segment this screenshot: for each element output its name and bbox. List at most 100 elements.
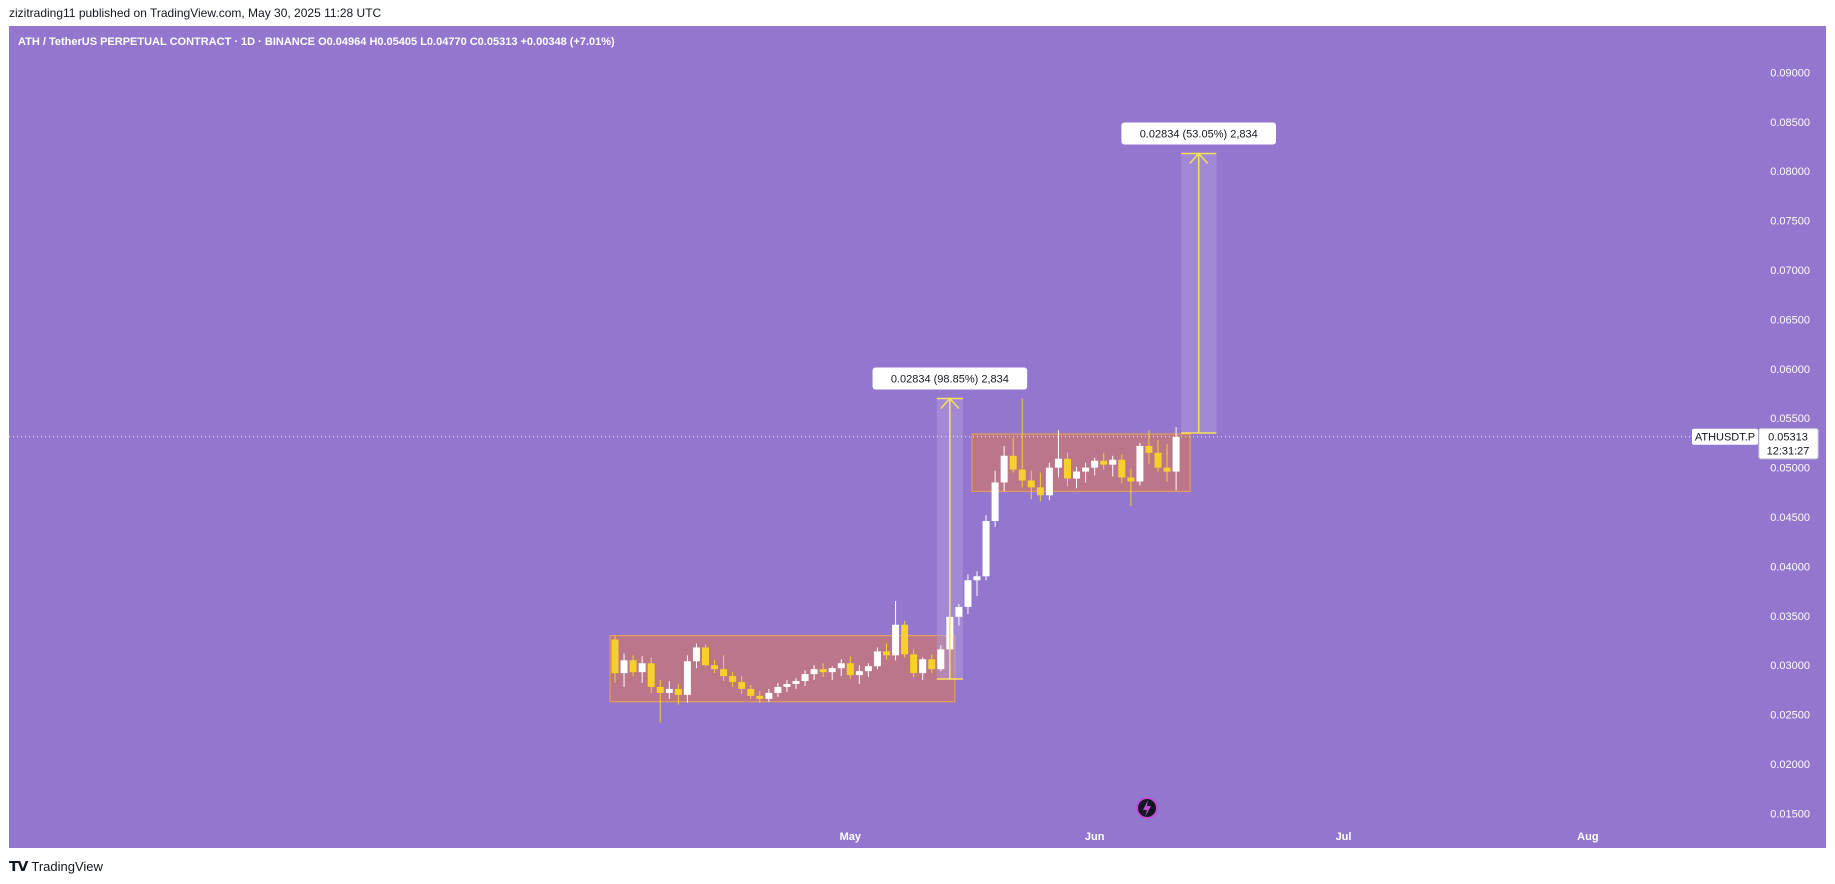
y-tick-label: 0.06500 bbox=[1770, 314, 1810, 326]
candles bbox=[611, 398, 1180, 723]
candle-body bbox=[1073, 471, 1081, 479]
candle-body bbox=[801, 674, 809, 682]
y-tick-label: 0.09000 bbox=[1770, 67, 1810, 79]
y-tick-label: 0.02000 bbox=[1770, 759, 1810, 771]
footer-brand[interactable]: TradingView bbox=[31, 859, 103, 874]
candle-body bbox=[1163, 467, 1171, 472]
y-tick-label: 0.02500 bbox=[1770, 710, 1810, 722]
candle-body bbox=[1127, 477, 1135, 482]
candle-body bbox=[792, 681, 800, 684]
candle-body bbox=[1009, 455, 1017, 470]
candle-body bbox=[864, 666, 872, 672]
tradingview-logo-icon: 𝗧𝗩 bbox=[9, 858, 28, 874]
candle-body bbox=[674, 688, 682, 695]
measure-fills bbox=[936, 153, 1217, 680]
candle-body bbox=[1100, 460, 1108, 465]
range-zone bbox=[971, 433, 1191, 492]
measure-label-box bbox=[1121, 122, 1277, 145]
x-tick-label: Jul bbox=[1336, 831, 1352, 843]
y-tick-label: 0.01500 bbox=[1770, 808, 1810, 820]
candle-body bbox=[1064, 458, 1071, 479]
candle-body bbox=[720, 669, 728, 677]
y-tick-label: 0.05500 bbox=[1770, 413, 1810, 425]
candle-body bbox=[638, 663, 646, 673]
time-axis: May Jun Jul Aug bbox=[840, 831, 1599, 843]
y-tick-label: 0.05000 bbox=[1770, 463, 1810, 475]
candle-body bbox=[1091, 460, 1099, 468]
candle-body bbox=[955, 606, 963, 617]
y-tick-label: 0.08500 bbox=[1770, 117, 1810, 129]
measure-label-box bbox=[872, 367, 1028, 390]
measure-label: 0.02834 (98.85%) 2,834 bbox=[891, 373, 1009, 385]
symbol-badge bbox=[1692, 428, 1758, 445]
candle-body bbox=[964, 580, 972, 607]
candle-body bbox=[1109, 459, 1117, 465]
candle-body bbox=[892, 624, 900, 656]
publisher-line: zizitrading11 published on TradingView.c… bbox=[9, 6, 382, 20]
candle-body bbox=[683, 661, 691, 695]
chart-overlays: ATHUSDT.P 0.05313 12:31:27 bbox=[9, 428, 1819, 819]
candle-body bbox=[873, 651, 881, 667]
candle-body bbox=[1036, 487, 1044, 496]
lightning-icon-bolt bbox=[1143, 800, 1151, 817]
candle-body bbox=[937, 649, 945, 670]
symbol-badge-label: ATHUSDT.P bbox=[1695, 432, 1755, 444]
candle-body bbox=[991, 482, 999, 521]
candle-body bbox=[729, 676, 737, 683]
candle-body bbox=[1145, 445, 1153, 453]
measure-arrow-head bbox=[940, 397, 960, 409]
candle-body bbox=[611, 639, 619, 674]
y-tick-label: 0.03500 bbox=[1770, 611, 1810, 623]
measure-arrow-head bbox=[1189, 152, 1209, 164]
candle-body bbox=[620, 660, 628, 674]
candle-body bbox=[1045, 467, 1053, 496]
candle-body bbox=[1000, 455, 1008, 483]
last-price-badge bbox=[1758, 428, 1819, 460]
candle-body bbox=[982, 520, 990, 577]
candle-body bbox=[855, 671, 863, 676]
y-tick-label: 0.07500 bbox=[1770, 216, 1810, 228]
symbol-legend: ATH / TetherUS PERPETUAL CONTRACT · 1D ·… bbox=[18, 36, 615, 48]
candle-body bbox=[665, 688, 673, 693]
range-zones bbox=[609, 433, 1191, 703]
candle-body bbox=[1027, 480, 1035, 488]
candle-body bbox=[774, 686, 782, 693]
candle-body bbox=[1118, 459, 1126, 478]
x-tick-label: Aug bbox=[1577, 831, 1598, 843]
x-tick-label: Jun bbox=[1085, 831, 1105, 843]
candle-body bbox=[837, 663, 845, 669]
last-price-label: 0.05313 bbox=[1768, 432, 1808, 444]
y-tick-label: 0.04000 bbox=[1770, 561, 1810, 573]
candle-body bbox=[928, 659, 936, 670]
candle-body bbox=[810, 669, 818, 675]
candle-body bbox=[765, 692, 773, 699]
candle-body bbox=[1136, 445, 1144, 482]
candle-body bbox=[756, 695, 764, 699]
candle-body bbox=[901, 624, 909, 655]
candle-body bbox=[846, 663, 854, 676]
candle-body bbox=[883, 651, 890, 656]
candle-body bbox=[738, 682, 746, 689]
x-tick-label: May bbox=[840, 831, 862, 843]
candle-body bbox=[819, 669, 827, 673]
candle-body bbox=[656, 686, 664, 693]
candle-body bbox=[1172, 437, 1180, 472]
y-tick-label: 0.08000 bbox=[1770, 166, 1810, 178]
candle-body bbox=[973, 576, 981, 581]
y-tick-label: 0.04500 bbox=[1770, 512, 1810, 524]
candle-body bbox=[1082, 467, 1090, 472]
measure-tools: 0.02834 (98.85%) 2,834 0.02834 (53.05%) 2… bbox=[872, 122, 1277, 680]
y-tick-label: 0.06000 bbox=[1770, 364, 1810, 376]
candle-body bbox=[647, 663, 655, 687]
candle-body bbox=[702, 647, 709, 666]
price-axis: 0.09000 0.08500 0.08000 0.07500 0.07000 0.065… bbox=[1770, 67, 1810, 820]
footer: 𝗧𝗩 TradingView bbox=[9, 858, 103, 875]
y-tick-label: 0.07000 bbox=[1770, 265, 1810, 277]
measure-label: 0.02834 (53.05%) 2,834 bbox=[1140, 128, 1258, 140]
y-tick-label: 0.03000 bbox=[1770, 660, 1810, 672]
lightning-icon bbox=[1136, 797, 1158, 819]
candle-body bbox=[692, 647, 700, 662]
candle-body bbox=[1018, 469, 1026, 481]
candle-body bbox=[783, 683, 791, 687]
